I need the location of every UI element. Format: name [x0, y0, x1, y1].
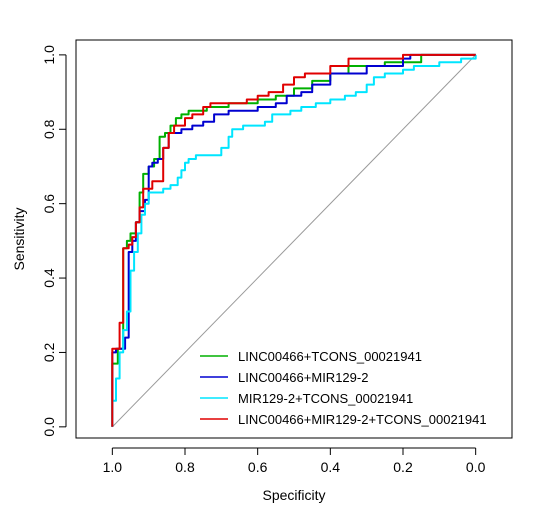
x-tick-label: 0.8 — [175, 459, 195, 475]
x-tick-label: 1.0 — [103, 459, 123, 475]
plot-frame — [75, 39, 513, 439]
y-tick-label: 0.2 — [41, 343, 57, 363]
series-line-4 — [111, 53, 476, 427]
x-axis-label: Specificity — [262, 487, 325, 503]
legend-label-2: LINC00466+MIR129-2 — [238, 370, 368, 385]
x-axis: 1.0 0.8 0.6 0.4 0.2 0.0 — [103, 447, 486, 475]
x-tick-label: 0.0 — [466, 459, 486, 475]
y-tick-label: 0.6 — [41, 194, 57, 214]
legend-label-3: MIR129-2+TCONS_00021941 — [238, 391, 413, 406]
reference-diagonal — [111, 54, 477, 428]
y-axis: 0.0 0.2 0.4 0.6 0.8 1.0 — [41, 45, 67, 437]
y-tick-label: 0.0 — [41, 417, 57, 437]
y-axis-label: Sensitivity — [11, 207, 27, 270]
y-tick-label: 0.8 — [41, 119, 57, 139]
reference-line — [111, 54, 477, 428]
x-tick-label: 0.4 — [321, 459, 341, 475]
legend: LINC00466+TCONS_00021941 LINC00466+MIR129… — [200, 349, 487, 427]
x-tick-label: 0.6 — [248, 459, 268, 475]
y-tick-label: 1.0 — [41, 45, 57, 65]
x-tick-label: 0.2 — [393, 459, 413, 475]
legend-label-1: LINC00466+TCONS_00021941 — [238, 349, 422, 364]
legend-label-4: LINC00466+MIR129-2+TCONS_00021941 — [238, 412, 487, 427]
y-tick-label: 0.4 — [41, 268, 57, 288]
series-line-3 — [111, 54, 477, 427]
series-lines — [111, 53, 477, 427]
